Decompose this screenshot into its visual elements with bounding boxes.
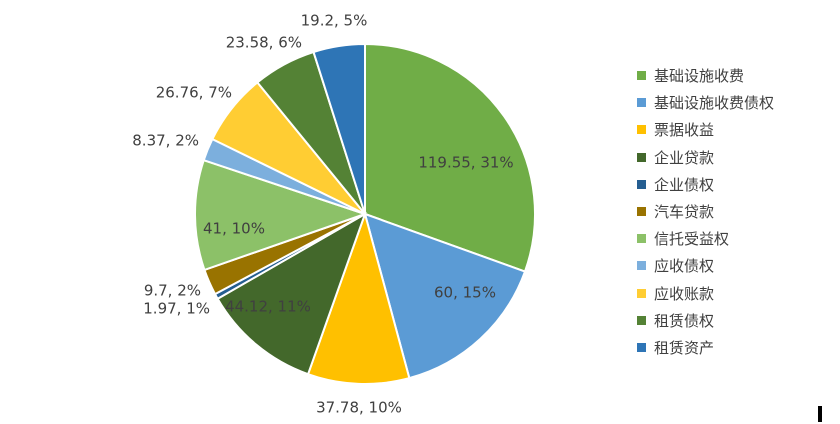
legend-item: 企业贷款 <box>637 144 774 171</box>
legend-swatch <box>637 125 646 135</box>
legend-label: 租赁债权 <box>654 311 715 330</box>
legend-item: 汽车贷款 <box>637 198 774 225</box>
legend-swatch <box>637 71 646 81</box>
data-label: 60, 15% <box>434 284 496 302</box>
legend-label: 应收债权 <box>654 257 715 276</box>
legend-label: 汽车贷款 <box>654 203 715 222</box>
legend-label: 信托受益权 <box>654 230 730 249</box>
legend-swatch <box>637 261 646 271</box>
pie-slice <box>312 42 366 215</box>
legend-item: 信托受益权 <box>637 225 774 252</box>
pie-slices <box>194 42 536 385</box>
legend-swatch <box>637 288 646 298</box>
legend-item: 企业债权 <box>637 171 774 198</box>
data-labels: 119.55, 31% 60, 15% 37.78, 10% 44.12, 11% 1.… <box>132 12 513 417</box>
legend-item: 应收账款 <box>637 280 774 307</box>
data-label: 37.78, 10% <box>316 399 402 417</box>
legend-label: 票据收益 <box>654 121 715 140</box>
legend-label: 应收账款 <box>654 284 715 303</box>
legend-item: 基础设施收费债权 <box>637 89 774 116</box>
legend-swatch <box>637 342 646 352</box>
data-label: 41, 10% <box>203 220 265 238</box>
legend-swatch <box>637 315 646 325</box>
legend-label: 租赁资产 <box>654 338 715 357</box>
legend-item: 应收债权 <box>637 252 774 279</box>
legend-item: 票据收益 <box>637 116 774 143</box>
corner-mark <box>818 406 822 422</box>
legend-swatch <box>637 207 646 217</box>
data-label: 9.7, 2% <box>144 282 201 300</box>
data-label: 44.12, 11% <box>225 298 311 316</box>
legend-item: 基础设施收费 <box>637 62 774 89</box>
pie-slice <box>216 211 367 376</box>
pie-slice <box>306 210 411 385</box>
data-label: 1.97, 1% <box>143 300 210 318</box>
legend-swatch <box>637 98 646 108</box>
legend-item: 租赁债权 <box>637 307 774 334</box>
data-label: 119.55, 31% <box>418 154 513 172</box>
data-label: 8.37, 2% <box>132 132 199 150</box>
legend-item: 租赁资产 <box>637 334 774 361</box>
pie-slice <box>364 42 536 273</box>
data-label: 26.76, 7% <box>156 84 232 102</box>
legend-swatch <box>637 234 646 244</box>
legend-label: 企业债权 <box>654 175 715 194</box>
data-label: 23.58, 6% <box>226 34 302 52</box>
legend-swatch <box>637 179 646 189</box>
pie-slice <box>363 212 527 380</box>
legend-swatch <box>637 152 646 162</box>
legend-label: 企业贷款 <box>654 148 715 167</box>
data-label: 19.2, 5% <box>301 12 368 30</box>
legend-label: 基础设施收费 <box>654 67 745 86</box>
legend: 基础设施收费基础设施收费债权 票据收益企业贷款企业债权汽车贷款信托受益权应收债权应… <box>637 62 774 361</box>
legend-label: 基础设施收费债权 <box>654 94 775 113</box>
pie-slice <box>194 158 369 272</box>
